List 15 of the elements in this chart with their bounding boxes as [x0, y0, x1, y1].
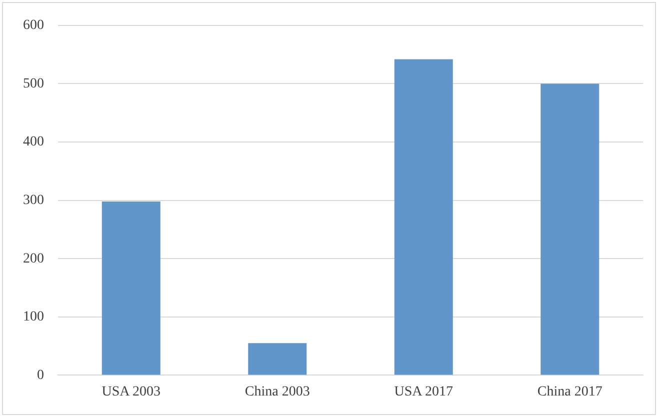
y-tick-label: 500	[23, 76, 44, 92]
x-tick-label: China 2003	[244, 384, 310, 400]
bar	[540, 84, 600, 375]
x-tick-label: USA 2003	[102, 384, 160, 400]
y-tick-label: 400	[23, 134, 44, 150]
y-tick-label: 0	[37, 368, 44, 383]
x-tick-label: China 2017	[537, 384, 602, 400]
y-tick-label: 100	[23, 310, 44, 325]
y-tick-label: 200	[23, 251, 44, 266]
y-tick-label: 600	[23, 18, 44, 34]
bar	[248, 343, 307, 375]
bar	[394, 59, 453, 375]
x-tick-label: USA 2017	[394, 384, 453, 400]
y-tick-label: 300	[23, 192, 44, 208]
bar	[102, 201, 160, 375]
